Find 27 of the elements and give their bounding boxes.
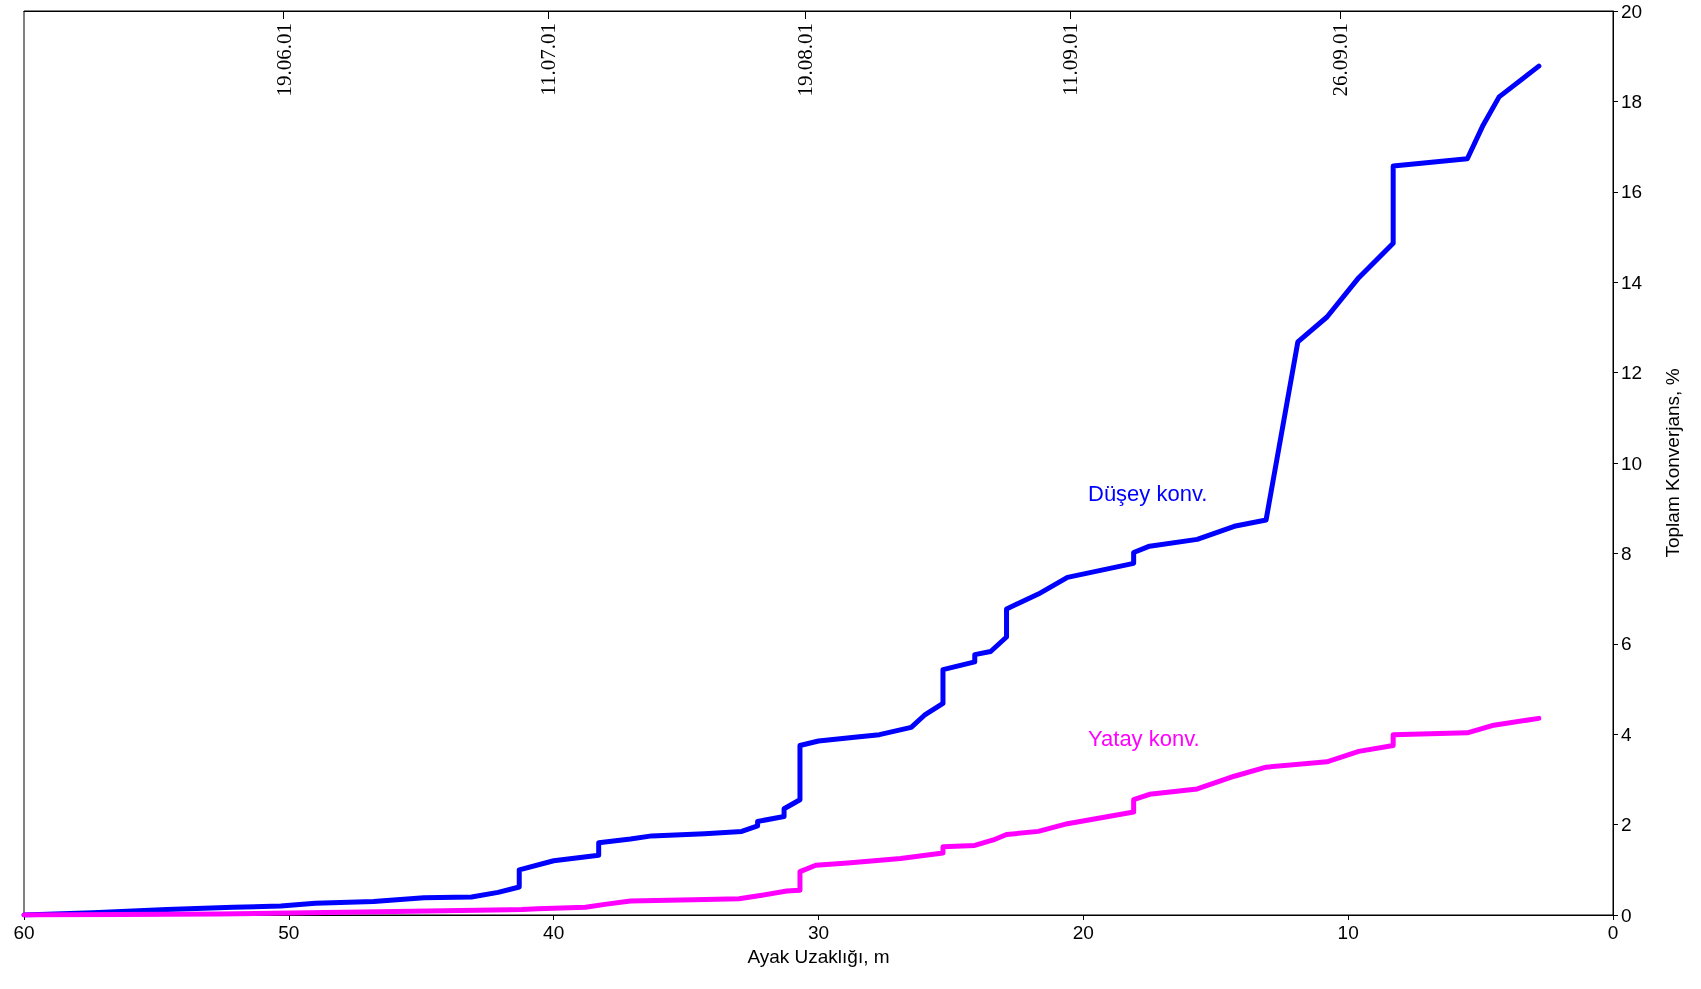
x-tick-label: 30	[807, 922, 830, 943]
ref-line-label: 11.07.01	[536, 23, 561, 96]
y2-tick-label: 18	[1621, 90, 1643, 112]
x-tick-label: 60	[13, 922, 35, 943]
y2-tick-label: 16	[1621, 181, 1643, 203]
series-label: Yatay konv.	[1088, 725, 1200, 751]
series-label: Düşey konv.	[1088, 480, 1208, 506]
x-tick-label: 40	[543, 922, 565, 943]
y2-tick-label: 12	[1621, 362, 1643, 384]
y2-tick-label: 14	[1621, 271, 1643, 293]
y2-tick-label: 2	[1621, 814, 1632, 836]
y2-tick-label: 6	[1621, 633, 1632, 655]
ref-line-label: 11.09.01	[1058, 23, 1083, 96]
x-tick-label: 50	[278, 922, 300, 943]
ref-line-label: 19.06.01	[271, 23, 296, 97]
x-axis-title: Ayak Uzaklığı, m	[747, 945, 890, 967]
y2-tick-label: 4	[1621, 723, 1632, 745]
ref-line-label: 26.09.01	[1328, 23, 1353, 97]
x-tick-label: 10	[1337, 922, 1359, 943]
x-tick-label: 0	[1607, 922, 1619, 943]
ref-line-label: 19.08.01	[793, 23, 818, 97]
y2-tick-label: 8	[1621, 542, 1632, 564]
y2-tick-label: 0	[1621, 904, 1632, 926]
y2-axis-title: Toplam Konverjans, %	[1662, 368, 1683, 558]
y2-tick-label: 10	[1621, 452, 1643, 474]
y2-tick-label: 20	[1621, 0, 1643, 22]
x-tick-label: 20	[1072, 922, 1094, 943]
